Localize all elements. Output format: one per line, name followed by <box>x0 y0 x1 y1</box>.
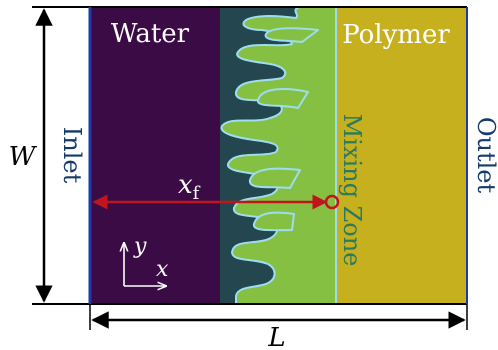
viscous-fingers <box>220 6 337 305</box>
front-marker-icon <box>324 194 340 210</box>
outlet-label: Outlet <box>472 117 498 194</box>
width-label: W <box>9 142 38 172</box>
polymer-label: Polymer <box>342 20 450 50</box>
length-label: L <box>267 323 285 350</box>
axis-icon <box>124 243 166 286</box>
polymer-region <box>336 7 467 304</box>
front-position-label: xf <box>178 170 201 204</box>
mixing-zone-label: Mixing Zone <box>338 114 366 267</box>
inlet-label: Inlet <box>58 127 86 184</box>
axis-x-label: x <box>156 257 169 282</box>
axis-y-label: y <box>133 234 147 259</box>
water-label: Water <box>111 19 190 49</box>
water-region <box>90 7 220 304</box>
